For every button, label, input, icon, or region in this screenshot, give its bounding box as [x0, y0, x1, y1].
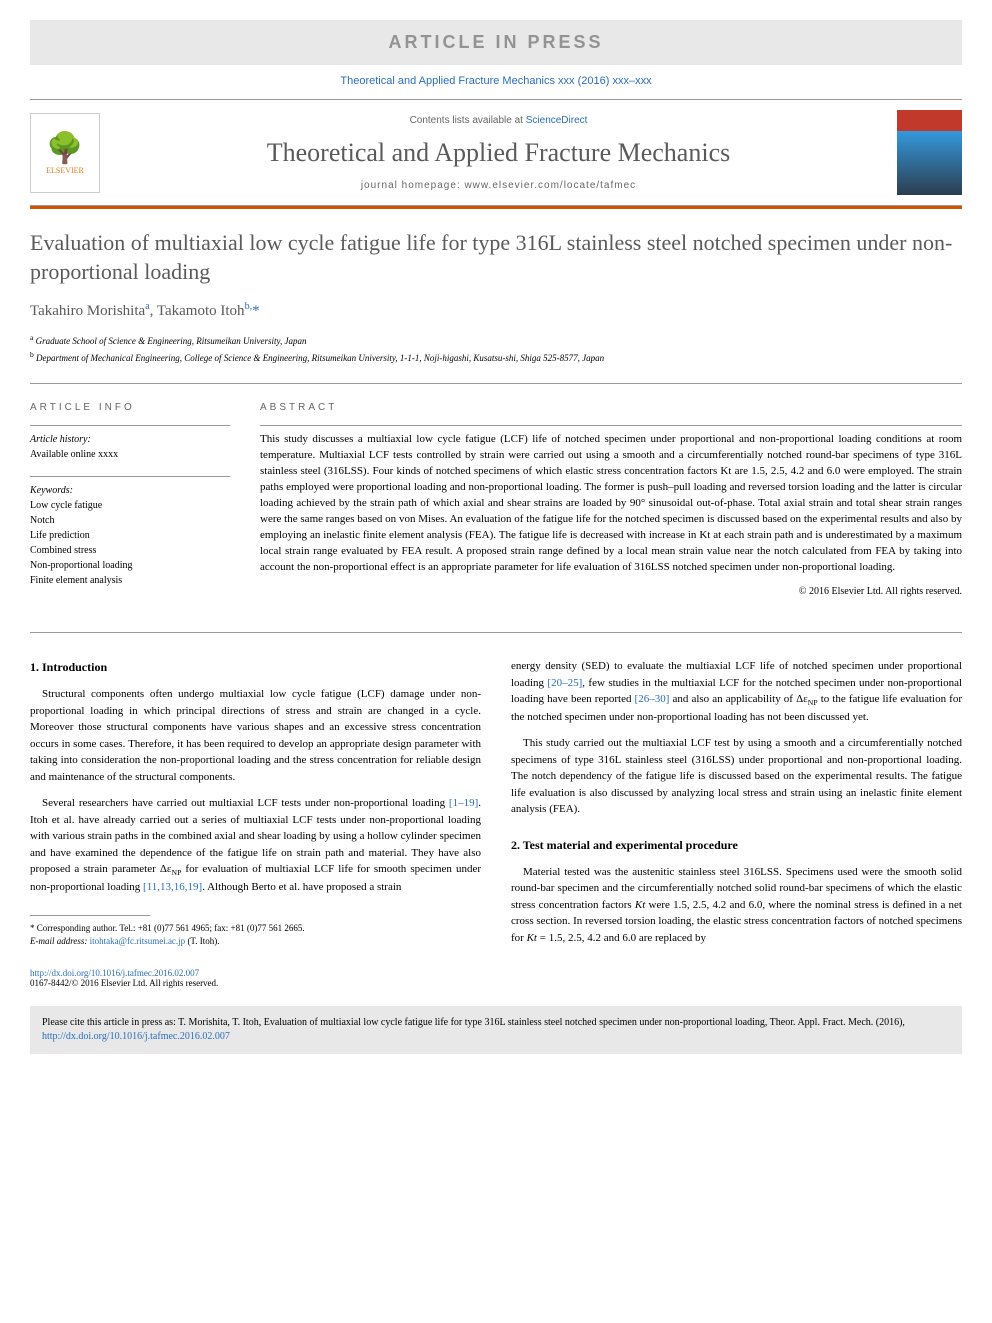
journal-homepage: journal homepage: www.elsevier.com/locat… — [100, 180, 897, 191]
author-2-aff: b, — [245, 301, 253, 312]
info-abstract-row: ARTICLE INFO Article history: Available … — [30, 383, 962, 602]
s1p3c: and also an applicability of Δε — [669, 693, 807, 705]
article-in-press-banner: ARTICLE IN PRESS — [30, 20, 962, 65]
section-1-heading: 1. Introduction — [30, 658, 481, 676]
s2p1kt1: Kt — [635, 899, 645, 911]
body-column-right: energy density (SED) to evaluate the mul… — [511, 658, 962, 956]
elsevier-tree-icon: 🌳 — [46, 131, 83, 166]
aff-text-a: Graduate School of Science & Engineering… — [36, 336, 307, 346]
journal-title: Theoretical and Applied Fracture Mechani… — [100, 138, 897, 168]
s1p3sub: NP — [808, 698, 818, 707]
footnote-star: * — [30, 923, 35, 933]
keyword-5: Finite element analysis — [30, 575, 122, 586]
s1-para-3: energy density (SED) to evaluate the mul… — [511, 658, 962, 725]
cite-prefix: Please cite this article in press as: T.… — [42, 1017, 905, 1028]
footnote-line1: Corresponding author. Tel.: +81 (0)77 56… — [37, 923, 305, 933]
s1p2d: . Although Berto et al. have proposed a … — [202, 881, 401, 893]
affiliation-b: b Department of Mechanical Engineering, … — [30, 349, 962, 366]
ref-link-26-30[interactable]: [26–30] — [635, 693, 670, 705]
keywords-label: Keywords: — [30, 485, 73, 496]
body-columns: 1. Introduction Structural components of… — [30, 632, 962, 956]
footnote-email-suffix: (T. Itoh). — [185, 936, 219, 946]
author-1-aff: a — [145, 301, 149, 312]
doi-link[interactable]: http://dx.doi.org/10.1016/j.tafmec.2016.… — [30, 968, 199, 978]
ref-link-20-25[interactable]: [20–25] — [547, 677, 582, 689]
aff-text-b: Department of Mechanical Engineering, Co… — [36, 353, 604, 363]
s1-para-1: Structural components often undergo mult… — [30, 686, 481, 785]
accent-bar — [30, 206, 962, 209]
footnote-email-label: E-mail address: — [30, 936, 90, 946]
cite-doi-link[interactable]: http://dx.doi.org/10.1016/j.tafmec.2016.… — [42, 1031, 230, 1042]
history-line: Available online xxxx — [30, 449, 118, 460]
corresponding-star: * — [252, 303, 260, 319]
ref-link-1-19[interactable]: [1–19] — [449, 797, 478, 809]
author-1: Takahiro Morishita — [30, 303, 145, 319]
footnote-email-link[interactable]: itohtaka@fc.ritsumei.ac.jp — [90, 936, 186, 946]
doi-block: http://dx.doi.org/10.1016/j.tafmec.2016.… — [30, 968, 962, 988]
sciencedirect-link[interactable]: ScienceDirect — [526, 115, 588, 126]
aff-mark-a: a — [30, 333, 33, 342]
affiliation-a: a Graduate School of Science & Engineeri… — [30, 332, 962, 349]
header-center: Contents lists available at ScienceDirec… — [100, 115, 897, 191]
abstract-heading: ABSTRACT — [260, 402, 962, 413]
journal-cover-thumbnail — [897, 110, 962, 195]
s1p2sub: NP — [172, 868, 182, 877]
s1p2a: Several researchers have carried out mul… — [42, 797, 449, 809]
body-column-left: 1. Introduction Structural components of… — [30, 658, 481, 956]
keyword-1: Notch — [30, 515, 54, 526]
s1-para-2: Several researchers have carried out mul… — [30, 795, 481, 895]
footnote-separator — [30, 915, 150, 916]
publisher-name: ELSEVIER — [46, 166, 84, 175]
affiliations: a Graduate School of Science & Engineeri… — [30, 332, 962, 365]
article-info-heading: ARTICLE INFO — [30, 402, 230, 413]
s2p1c: = 1.5, 2.5, 4.2 and 6.0 are replaced by — [537, 932, 706, 944]
abstract-copyright: © 2016 Elsevier Ltd. All rights reserved… — [260, 586, 962, 597]
keywords-block: Keywords: Low cycle fatigue Notch Life p… — [30, 476, 230, 588]
aff-mark-b: b — [30, 350, 34, 359]
history-label: Article history: — [30, 434, 91, 445]
keyword-4: Non-proportional loading — [30, 560, 132, 571]
keyword-3: Combined stress — [30, 545, 96, 556]
abstract-text: This study discusses a multiaxial low cy… — [260, 425, 962, 575]
article-title: Evaluation of multiaxial low cycle fatig… — [30, 229, 962, 286]
elsevier-logo: 🌳 ELSEVIER — [30, 113, 100, 193]
journal-reference: Theoretical and Applied Fracture Mechani… — [0, 75, 992, 87]
section-2-heading: 2. Test material and experimental proced… — [511, 836, 962, 854]
keyword-2: Life prediction — [30, 530, 90, 541]
contents-available-line: Contents lists available at ScienceDirec… — [100, 115, 897, 126]
s2p1kt2: Kt — [527, 932, 537, 944]
journal-header: 🌳 ELSEVIER Contents lists available at S… — [30, 99, 962, 206]
ref-link-11-19[interactable]: [11,13,16,19] — [143, 881, 202, 893]
keyword-0: Low cycle fatigue — [30, 500, 102, 511]
citation-box: Please cite this article in press as: T.… — [30, 1006, 962, 1054]
s1-para-4: This study carried out the multiaxial LC… — [511, 735, 962, 818]
abstract-column: ABSTRACT This study discusses a multiaxi… — [260, 402, 962, 602]
s2-para-1: Material tested was the austenitic stain… — [511, 864, 962, 947]
article-info-column: ARTICLE INFO Article history: Available … — [30, 402, 260, 602]
author-2: Takamoto Itoh — [157, 303, 245, 319]
contents-prefix: Contents lists available at — [410, 115, 526, 126]
authors-line: Takahiro Morishitaa, Takamoto Itohb,* — [30, 301, 962, 320]
issn-line: 0167-8442/© 2016 Elsevier Ltd. All right… — [30, 978, 218, 988]
corresponding-footnote: * Corresponding author. Tel.: +81 (0)77 … — [30, 922, 481, 947]
article-history-block: Article history: Available online xxxx — [30, 425, 230, 462]
